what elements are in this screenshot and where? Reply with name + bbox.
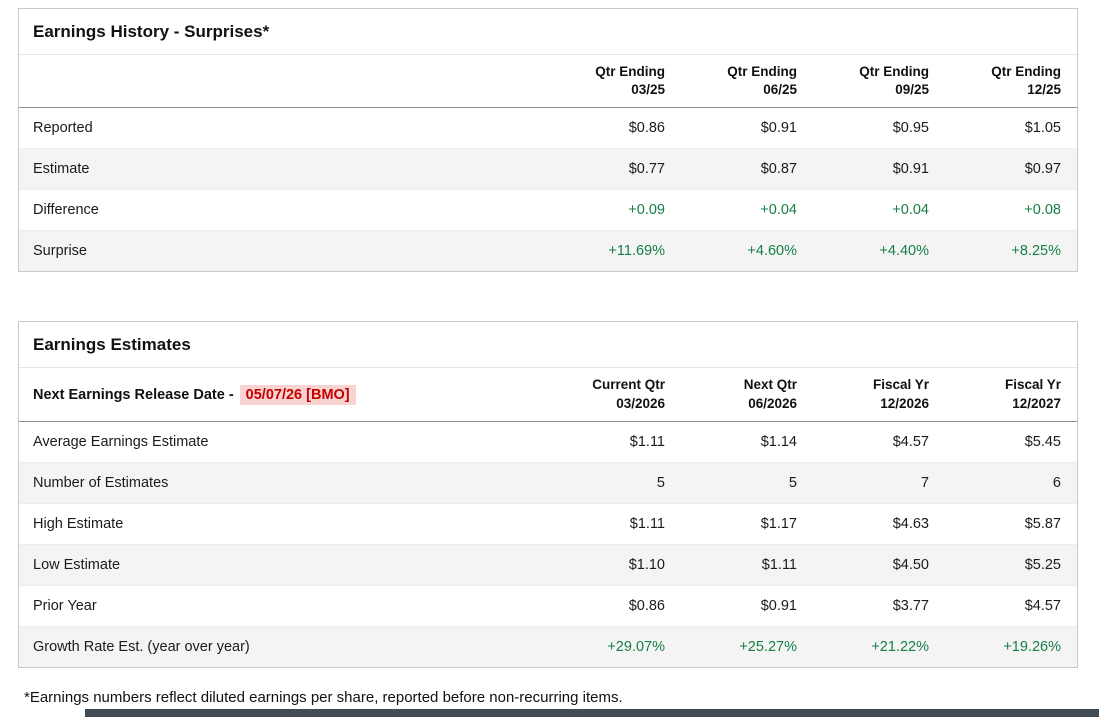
cell-value: 5: [681, 462, 813, 504]
column-header: Qtr Ending 03/25: [549, 55, 681, 109]
table-row-average-estimate: Average Earnings Estimate $1.11 $1.14 $4…: [19, 421, 1077, 463]
row-label: Difference: [19, 189, 549, 232]
cell-value: +0.08: [945, 189, 1077, 232]
earnings-estimates-table: Next Earnings Release Date - 05/07/26 [BM…: [19, 368, 1077, 667]
row-label: Average Earnings Estimate: [19, 421, 549, 463]
cell-value: $1.11: [549, 503, 681, 545]
cell-value: $0.86: [549, 107, 681, 150]
column-header: Next Qtr 06/2026: [681, 368, 813, 422]
row-label: Prior Year: [19, 585, 549, 627]
cell-value: 5: [549, 462, 681, 504]
column-header: Qtr Ending 12/25: [945, 55, 1077, 109]
cell-value: $4.57: [945, 585, 1077, 627]
cell-value: $0.91: [681, 585, 813, 627]
cell-value: +11.69%: [549, 230, 681, 272]
table-row-surprise: Surprise +11.69% +4.60% +4.40% +8.25%: [19, 230, 1077, 272]
earnings-estimates-title: Earnings Estimates: [19, 322, 1077, 369]
cell-value: $3.77: [813, 585, 945, 627]
cell-value: $1.14: [681, 421, 813, 463]
cell-value: $5.45: [945, 421, 1077, 463]
cell-value: 7: [813, 462, 945, 504]
cell-value: +19.26%: [945, 626, 1077, 667]
cell-value: $4.63: [813, 503, 945, 545]
column-header: Qtr Ending 09/25: [813, 55, 945, 109]
cell-value: $0.91: [681, 107, 813, 150]
cell-value: +4.40%: [813, 230, 945, 272]
table-row-prior-year: Prior Year $0.86 $0.91 $3.77 $4.57: [19, 585, 1077, 627]
cell-value: $4.50: [813, 544, 945, 586]
release-date-value: 05/07/26 [BMO]: [239, 384, 356, 405]
table-row-growth-rate: Growth Rate Est. (year over year) +29.07…: [19, 626, 1077, 667]
cell-value: $1.11: [681, 544, 813, 586]
cell-value: $5.87: [945, 503, 1077, 545]
cell-value: $0.95: [813, 107, 945, 150]
cell-value: $1.11: [549, 421, 681, 463]
earnings-history-card: Earnings History - Surprises* Qtr Ending…: [18, 8, 1078, 273]
cell-value: 6: [945, 462, 1077, 504]
table-row-estimate: Estimate $0.77 $0.87 $0.91 $0.97: [19, 148, 1077, 191]
row-label: Reported: [19, 107, 549, 150]
row-label: Estimate: [19, 148, 549, 191]
footer-bar: [85, 709, 1099, 717]
column-header: Current Qtr 03/2026: [549, 368, 681, 422]
cell-value: $0.87: [681, 148, 813, 191]
cell-value: +29.07%: [549, 626, 681, 667]
table-row-high-estimate: High Estimate $1.11 $1.17 $4.63 $5.87: [19, 503, 1077, 545]
cell-value: +21.22%: [813, 626, 945, 667]
column-header: Fiscal Yr 12/2027: [945, 368, 1077, 422]
earnings-history-title: Earnings History - Surprises*: [19, 9, 1077, 55]
cell-value: $5.25: [945, 544, 1077, 586]
cell-value: +25.27%: [681, 626, 813, 667]
cell-value: $1.17: [681, 503, 813, 545]
next-earnings-release: Next Earnings Release Date - 05/07/26 [BM…: [19, 368, 549, 422]
cell-value: $0.97: [945, 148, 1077, 191]
earnings-history-header-row: Qtr Ending 03/25 Qtr Ending 06/25 Qtr En…: [19, 55, 1077, 109]
column-header: Fiscal Yr 12/2026: [813, 368, 945, 422]
table-row-reported: Reported $0.86 $0.91 $0.95 $1.05: [19, 107, 1077, 150]
table-row-low-estimate: Low Estimate $1.10 $1.11 $4.50 $5.25: [19, 544, 1077, 586]
table-row-difference: Difference +0.09 +0.04 +0.04 +0.08: [19, 189, 1077, 232]
cell-value: $4.57: [813, 421, 945, 463]
cell-value: +8.25%: [945, 230, 1077, 272]
empty-header-cell: [19, 55, 549, 109]
release-date-label: Next Earnings Release Date -: [33, 386, 234, 403]
earnings-history-table: Qtr Ending 03/25 Qtr Ending 06/25 Qtr En…: [19, 55, 1077, 272]
footnote: *Earnings numbers reflect diluted earnin…: [24, 688, 623, 706]
row-label: Number of Estimates: [19, 462, 549, 504]
table-row-number-of-estimates: Number of Estimates 5 5 7 6: [19, 462, 1077, 504]
cell-value: $0.91: [813, 148, 945, 191]
cell-value: $1.10: [549, 544, 681, 586]
column-header: Qtr Ending 06/25: [681, 55, 813, 109]
row-label: Surprise: [19, 230, 549, 272]
cell-value: $0.86: [549, 585, 681, 627]
earnings-estimates-card: Earnings Estimates Next Earnings Release…: [18, 321, 1078, 668]
earnings-estimates-header-row: Next Earnings Release Date - 05/07/26 [BM…: [19, 368, 1077, 422]
row-label: Low Estimate: [19, 544, 549, 586]
cell-value: +4.60%: [681, 230, 813, 272]
cell-value: +0.04: [813, 189, 945, 232]
row-label: High Estimate: [19, 503, 549, 545]
cell-value: $0.77: [549, 148, 681, 191]
cell-value: +0.09: [549, 189, 681, 232]
row-label: Growth Rate Est. (year over year): [19, 626, 549, 667]
cell-value: $1.05: [945, 107, 1077, 150]
cell-value: +0.04: [681, 189, 813, 232]
